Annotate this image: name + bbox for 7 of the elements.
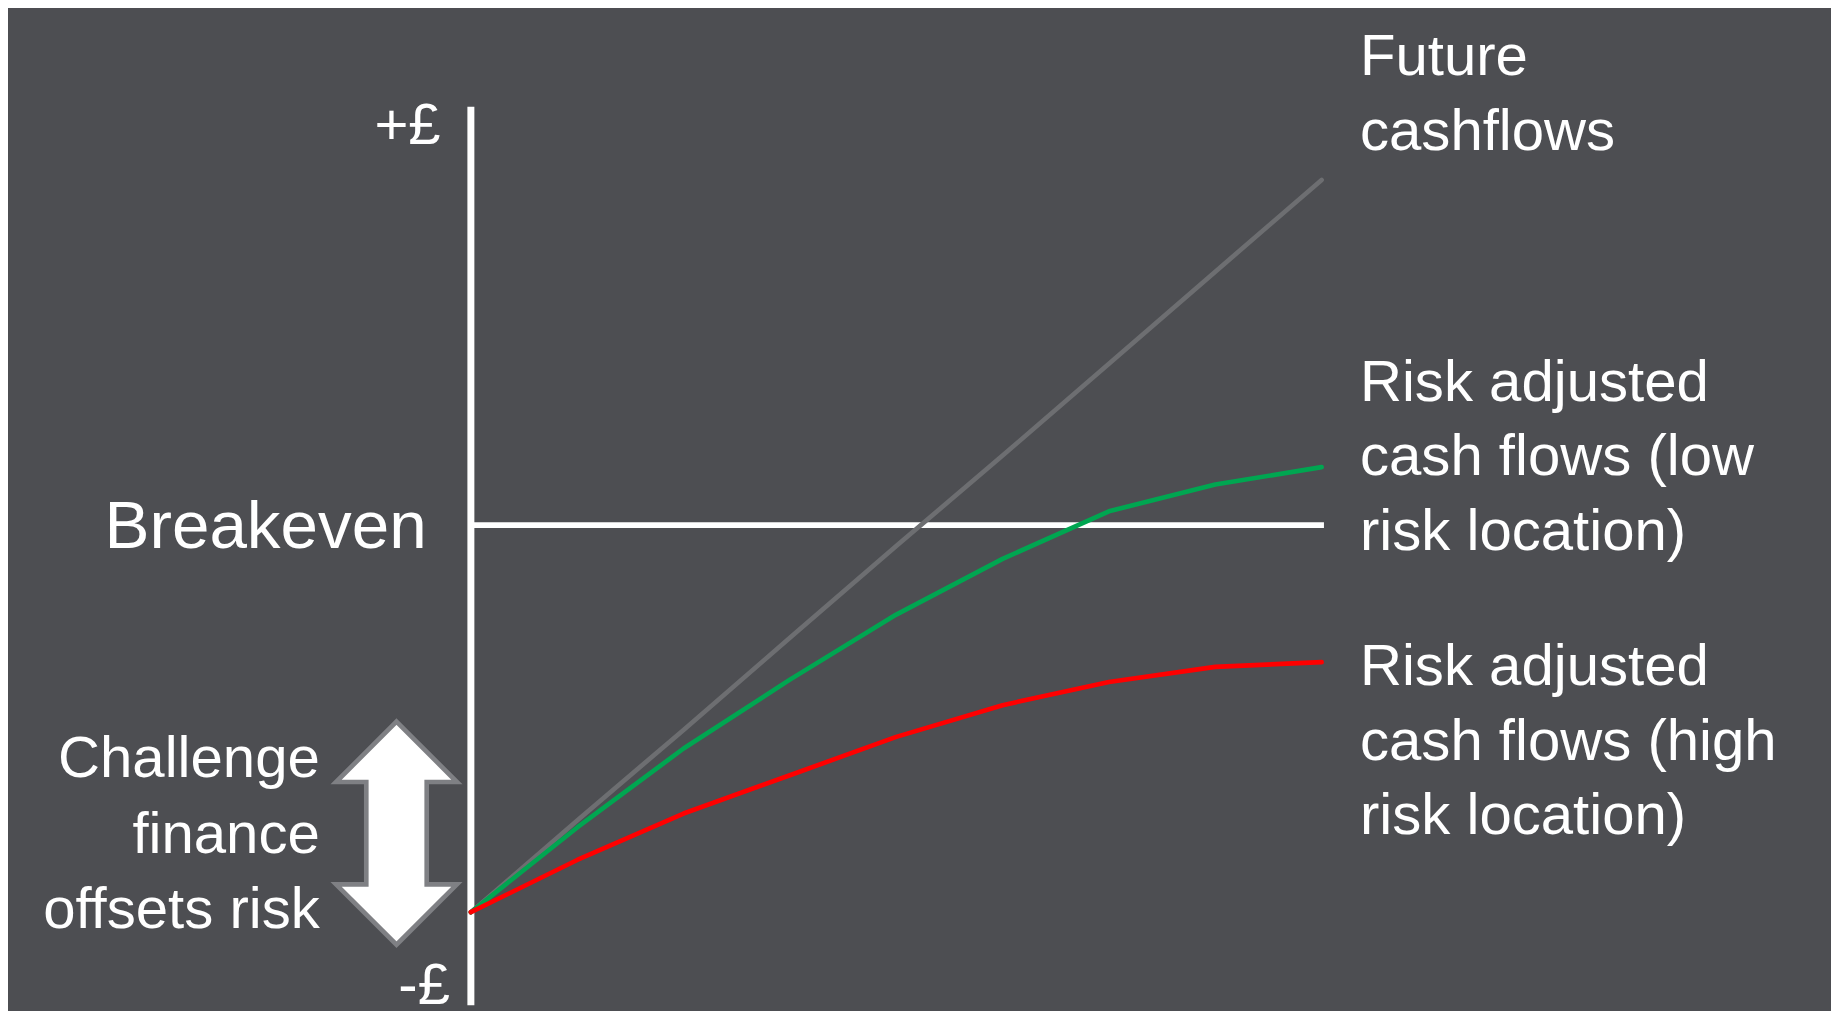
series-label: Risk adjusted cash flows (high risk location) [1359,632,1777,847]
text: +£ [374,90,441,156]
text: -£ [398,951,450,1012]
ref-line-label: Breakeven [104,487,427,563]
series-label: Risk adjusted cash flows (low risk location) [1359,347,1755,562]
series-label: Future cashflows [1359,22,1616,162]
text: Challenge finance offsets risk [43,724,321,941]
